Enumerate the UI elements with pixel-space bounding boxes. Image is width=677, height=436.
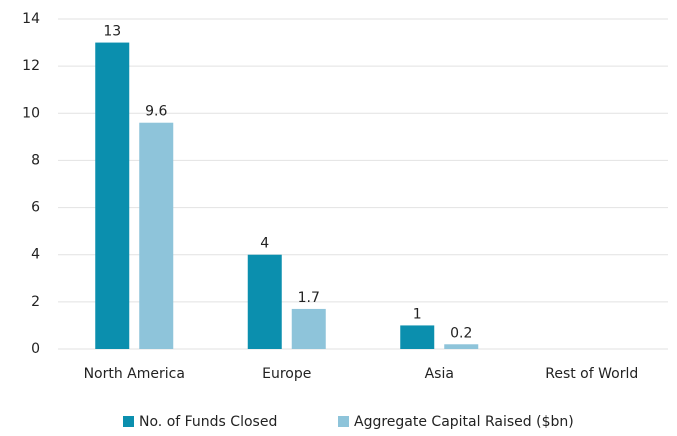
bar: [444, 344, 479, 349]
bar: [400, 325, 435, 349]
y-tick-label: 10: [22, 105, 40, 121]
bar: [291, 308, 326, 349]
data-label: 4: [260, 236, 269, 252]
data-label: 9.6: [145, 104, 167, 120]
x-tick-label: Europe: [262, 366, 311, 382]
bar: [139, 122, 174, 349]
x-tick-label: Asia: [425, 366, 454, 382]
y-tick-label: 14: [22, 11, 40, 27]
x-tick-label: Rest of World: [545, 366, 638, 382]
y-tick-label: 0: [31, 341, 40, 357]
legend-label: Aggregate Capital Raised ($bn): [354, 414, 574, 430]
y-tick-label: 12: [22, 58, 40, 74]
y-tick-label: 4: [31, 247, 40, 263]
x-tick-label: North America: [84, 366, 185, 382]
bar: [95, 42, 130, 349]
legend-swatch: [338, 416, 349, 427]
y-tick-label: 6: [31, 200, 40, 216]
data-label: 1: [413, 306, 422, 322]
legend-label: No. of Funds Closed: [139, 414, 277, 430]
data-label: 0.2: [450, 325, 472, 341]
bar: [247, 254, 282, 349]
data-label: 13: [103, 24, 121, 40]
y-tick-label: 8: [31, 152, 40, 168]
data-label: 1.7: [298, 290, 320, 306]
y-tick-label: 2: [31, 294, 40, 310]
legend-swatch: [123, 416, 134, 427]
